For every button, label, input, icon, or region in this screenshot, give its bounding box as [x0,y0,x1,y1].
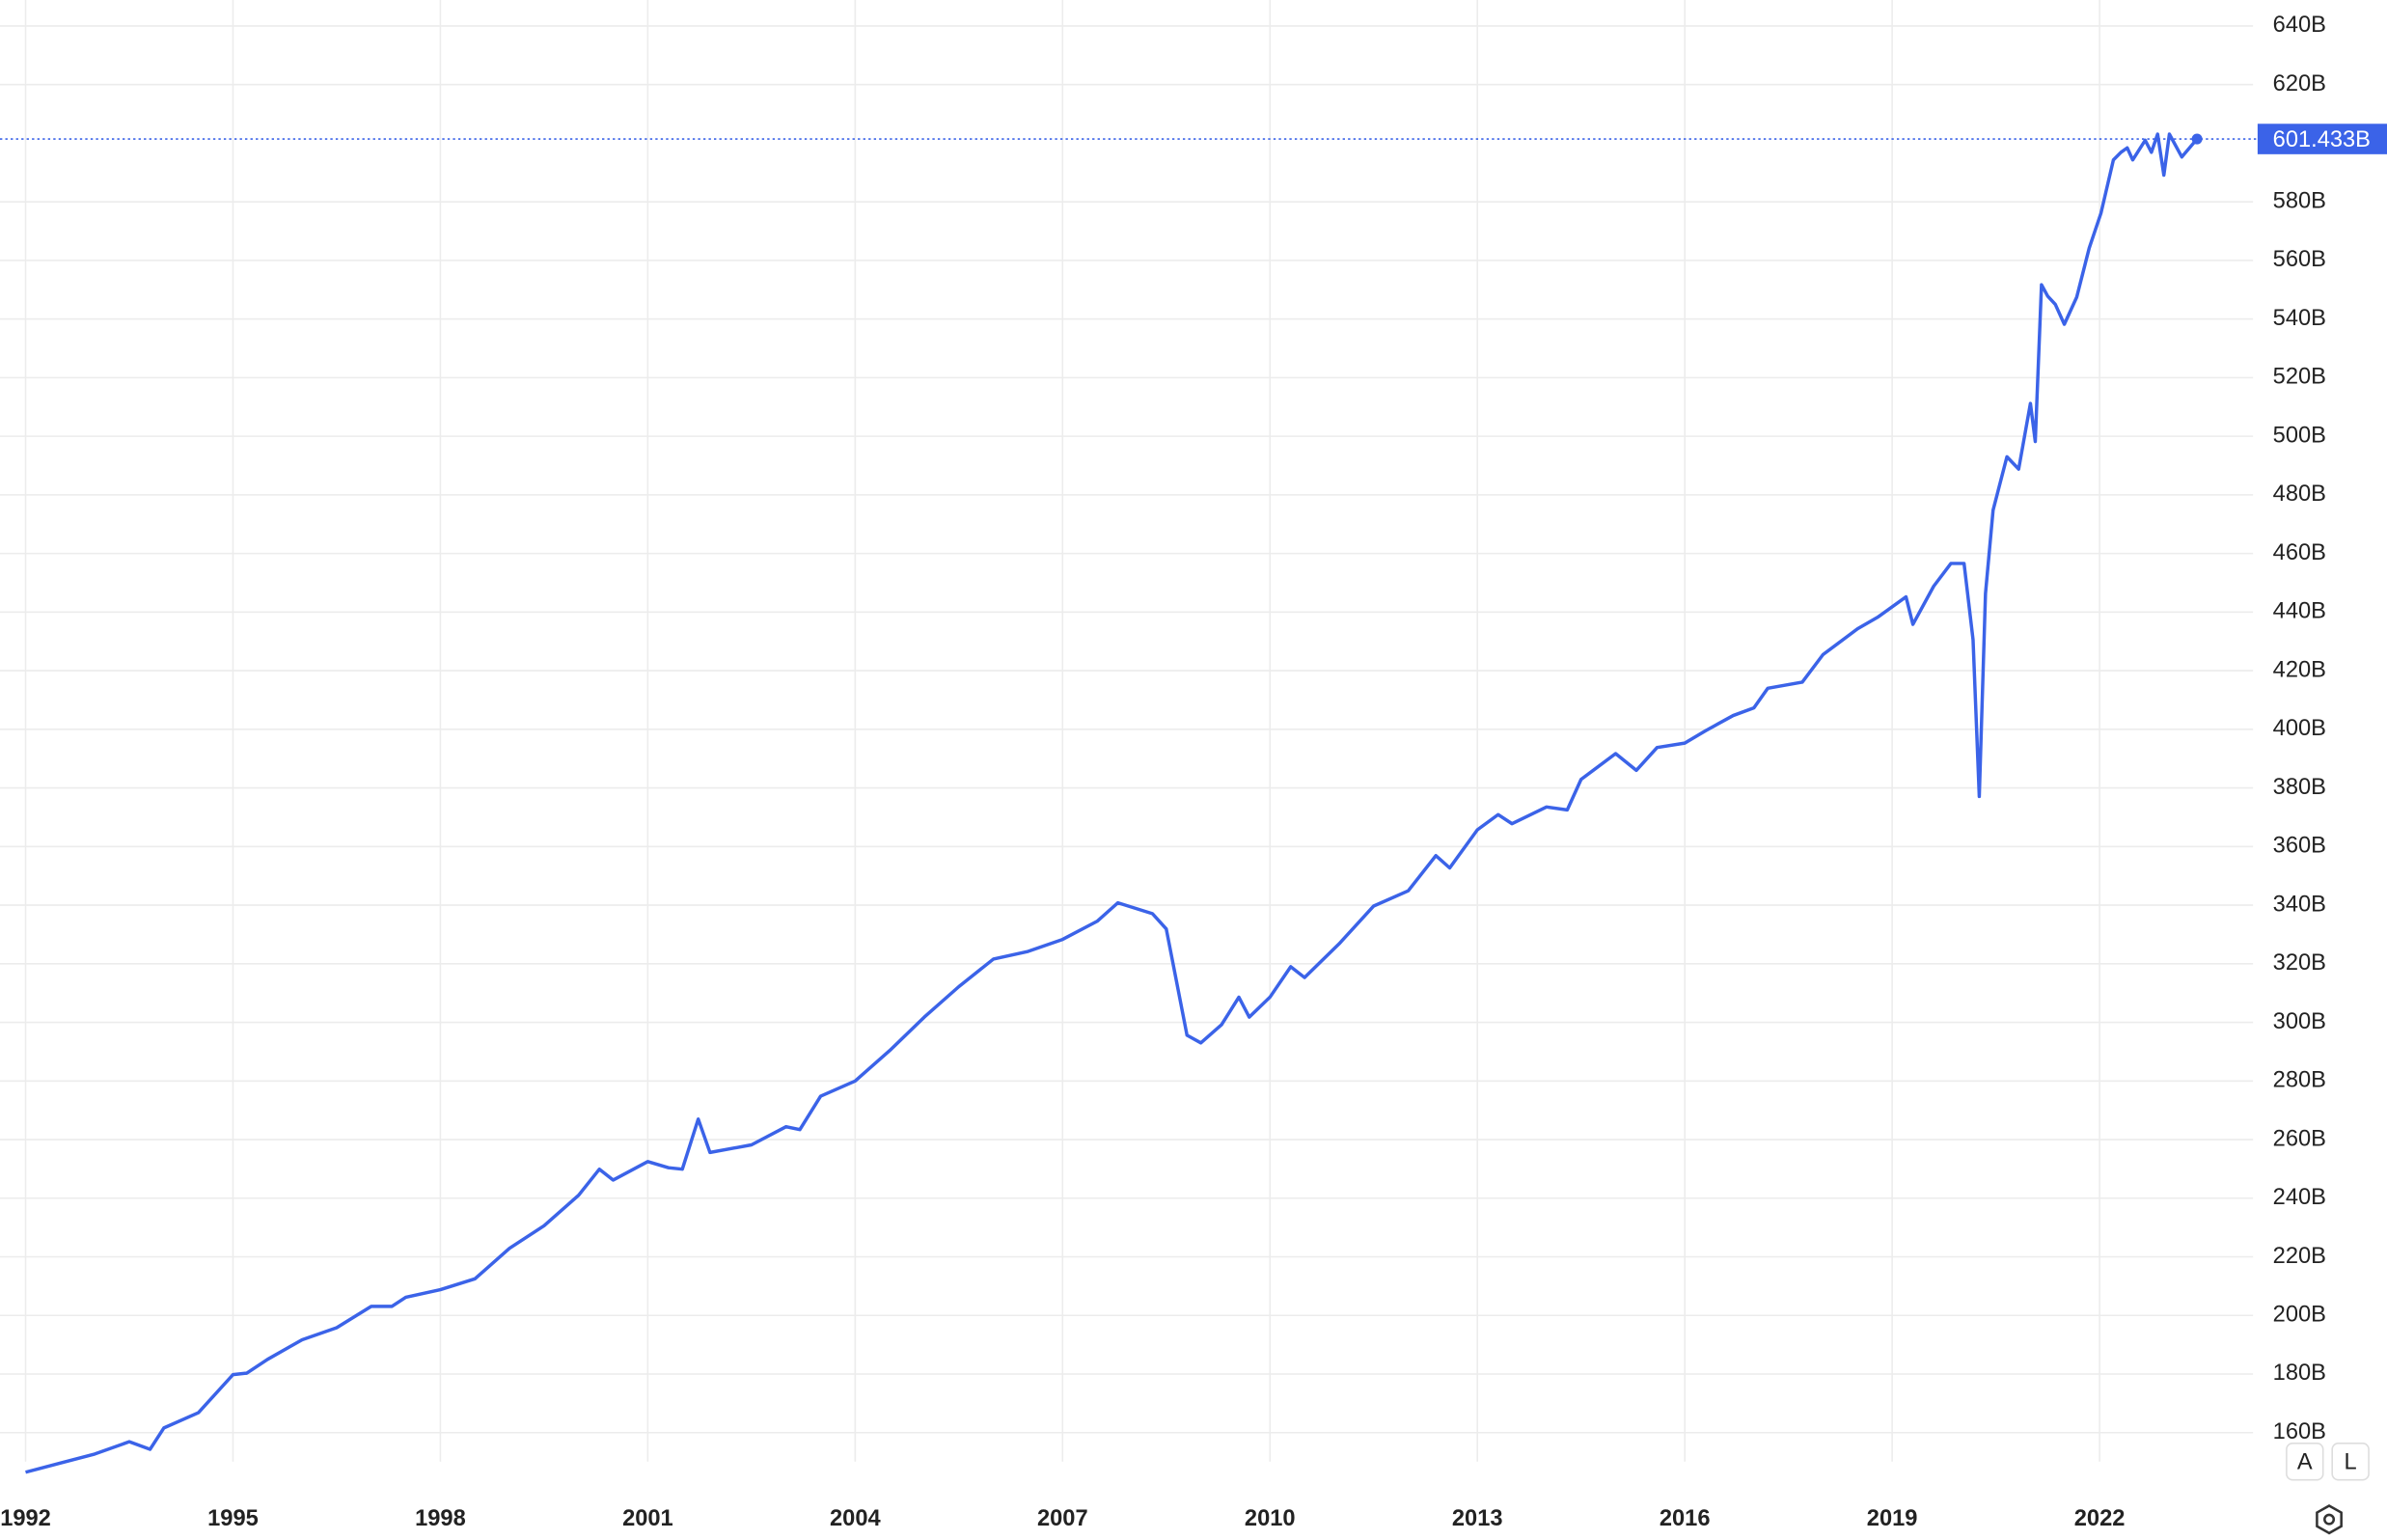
y-tick-label: 380B [2273,775,2326,800]
x-tick-label: 2001 [622,1506,673,1531]
line-series [25,132,2199,1474]
y-tick-label: 640B [2273,13,2326,38]
grid [0,0,2254,1462]
x-tick-label: 2016 [1660,1506,1711,1531]
x-tick-label: 2022 [2074,1506,2126,1531]
y-tick-label: 580B [2273,188,2326,213]
x-tick-label: 1992 [0,1506,51,1531]
button-l[interactable]: L [2331,1442,2370,1481]
x-tick-label: 1995 [207,1506,259,1531]
x-axis: 1992 1995 1998 2001 2004 2007 2010 2013 2016 2019… [0,1506,2125,1531]
y-tick-label: 300B [2273,1009,2326,1034]
x-tick-label: 2010 [1245,1506,1296,1531]
y-tick-label: 560B [2273,247,2326,272]
button-label: L [2345,1450,2357,1475]
y-tick-label: 360B [2273,834,2326,859]
button-label: A [2297,1450,2313,1475]
settings-button[interactable] [2316,1504,2343,1535]
x-tick-label: 2007 [1037,1506,1088,1531]
y-tick-label: 480B [2273,481,2326,507]
value-badge [2257,124,2387,154]
x-tick-label: 2019 [1867,1506,1918,1531]
y-tick-label: 520B [2273,365,2326,390]
button-a[interactable]: A [2286,1442,2324,1481]
x-tick-label: 1998 [415,1506,466,1531]
y-axis: 160B 180B 200B 220B 240B 260B 280B 300B 320B 340B… [2273,13,2326,1444]
y-tick-label: 180B [2273,1361,2326,1386]
y-tick-label: 400B [2273,716,2326,741]
y-tick-label: 160B [2273,1419,2326,1444]
last-point [2191,133,2203,145]
y-tick-label: 320B [2273,950,2326,976]
y-tick-label: 460B [2273,540,2326,565]
x-tick-label: 2004 [830,1506,881,1531]
y-tick-label: 340B [2273,892,2326,917]
y-tick-label: 240B [2273,1185,2326,1210]
y-tick-label: 500B [2273,423,2326,448]
y-tick-label: 440B [2273,599,2326,624]
y-tick-label: 280B [2273,1068,2326,1093]
plot-area: 601.433B [0,124,2387,1474]
y-tick-label: 220B [2273,1244,2326,1269]
y-tick-label: 420B [2273,657,2326,682]
y-tick-label: 540B [2273,306,2326,331]
value-label: 601.433B [2273,127,2371,152]
y-tick-label: 200B [2273,1303,2326,1328]
y-tick-label: 260B [2273,1126,2326,1151]
y-tick-label: 620B [2273,71,2326,96]
x-tick-label: 2013 [1452,1506,1503,1531]
